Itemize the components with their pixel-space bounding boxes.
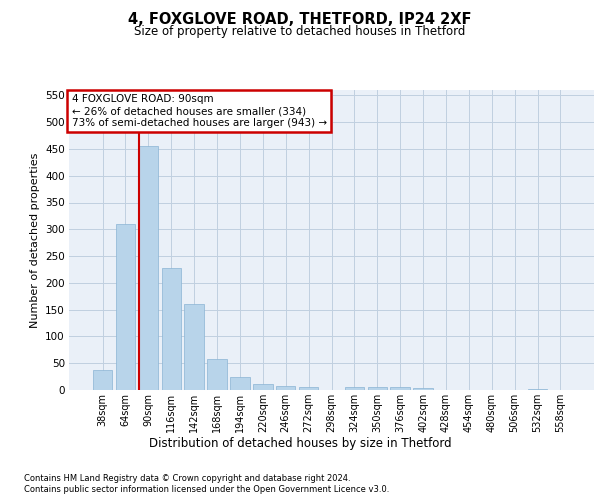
Bar [413, 388, 433, 390]
Text: Contains public sector information licensed under the Open Government Licence v3: Contains public sector information licen… [24, 485, 389, 494]
Text: 4, FOXGLOVE ROAD, THETFORD, IP24 2XF: 4, FOXGLOVE ROAD, THETFORD, IP24 2XF [128, 12, 472, 28]
Bar [344, 388, 364, 390]
Text: Distribution of detached houses by size in Thetford: Distribution of detached houses by size … [149, 438, 451, 450]
Bar [161, 268, 181, 390]
Bar [528, 389, 547, 390]
Bar [230, 376, 250, 390]
Y-axis label: Number of detached properties: Number of detached properties [29, 152, 40, 328]
Bar [184, 304, 204, 390]
Text: Size of property relative to detached houses in Thetford: Size of property relative to detached ho… [134, 25, 466, 38]
Bar [116, 224, 135, 390]
Text: Contains HM Land Registry data © Crown copyright and database right 2024.: Contains HM Land Registry data © Crown c… [24, 474, 350, 483]
Bar [208, 360, 227, 390]
Bar [139, 146, 158, 390]
Bar [368, 388, 387, 390]
Bar [391, 388, 410, 390]
Bar [299, 387, 319, 390]
Bar [253, 384, 272, 390]
Bar [93, 370, 112, 390]
Bar [276, 386, 295, 390]
Text: 4 FOXGLOVE ROAD: 90sqm
← 26% of detached houses are smaller (334)
73% of semi-de: 4 FOXGLOVE ROAD: 90sqm ← 26% of detached… [71, 94, 327, 128]
